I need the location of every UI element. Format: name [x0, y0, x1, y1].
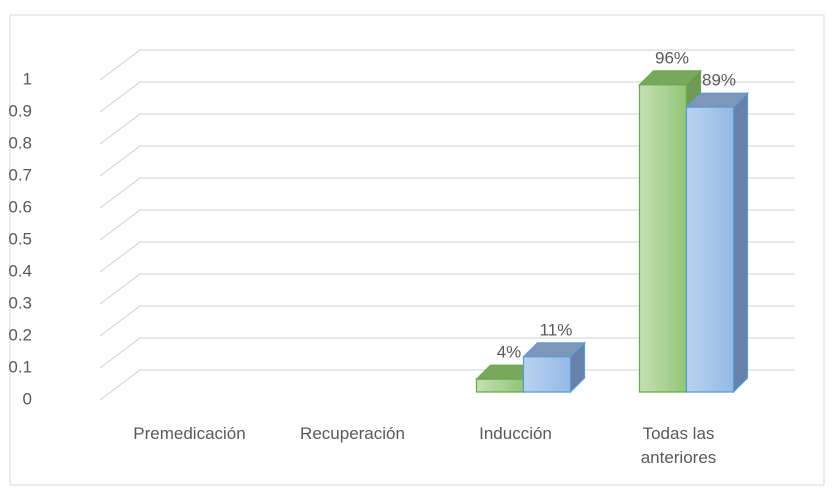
- y-tick-label: 0.5: [8, 229, 32, 248]
- data-label: 96%: [655, 48, 689, 67]
- y-tick-label: 1: [23, 69, 32, 88]
- y-tick-label: 0.2: [8, 325, 32, 344]
- x-tick-label: Recuperación: [300, 424, 405, 443]
- x-tick-label: Premedicación: [133, 424, 246, 443]
- y-tick-label: 0.9: [8, 101, 32, 120]
- grid-line: [99, 209, 795, 241]
- data-label: 4%: [497, 343, 522, 362]
- data-label: 89%: [702, 71, 736, 90]
- chart-border: [9, 14, 825, 486]
- grid-line: [99, 81, 795, 113]
- x-tick-label: Inducción: [479, 424, 552, 443]
- grid-line: [99, 49, 795, 81]
- grid-line: [99, 177, 795, 209]
- y-tick-label: 0.8: [8, 133, 32, 152]
- y-tick-label: 0: [23, 389, 32, 408]
- x-tick-label: Todas las anteriores: [640, 424, 717, 467]
- bar: [685, 91, 749, 394]
- y-tick-label: 0.1: [8, 357, 32, 376]
- grid-line: [99, 113, 795, 145]
- y-tick-label: 0.6: [8, 197, 32, 216]
- bar: [522, 341, 586, 394]
- bar-side: [732, 91, 749, 394]
- bar-front: [522, 356, 572, 393]
- grid-line: [99, 305, 795, 337]
- grid-line: [99, 337, 795, 369]
- bar-front: [475, 378, 525, 393]
- grid-line: [99, 241, 795, 273]
- grid-line: [99, 145, 795, 177]
- y-tick-label: 0.3: [8, 293, 32, 312]
- bar-front: [638, 84, 688, 393]
- y-tick-label: 0.4: [8, 261, 32, 280]
- bar-front: [685, 106, 735, 393]
- data-label: 11%: [540, 320, 573, 339]
- grid-line: [99, 273, 795, 305]
- y-tick-label: 0.7: [8, 165, 32, 184]
